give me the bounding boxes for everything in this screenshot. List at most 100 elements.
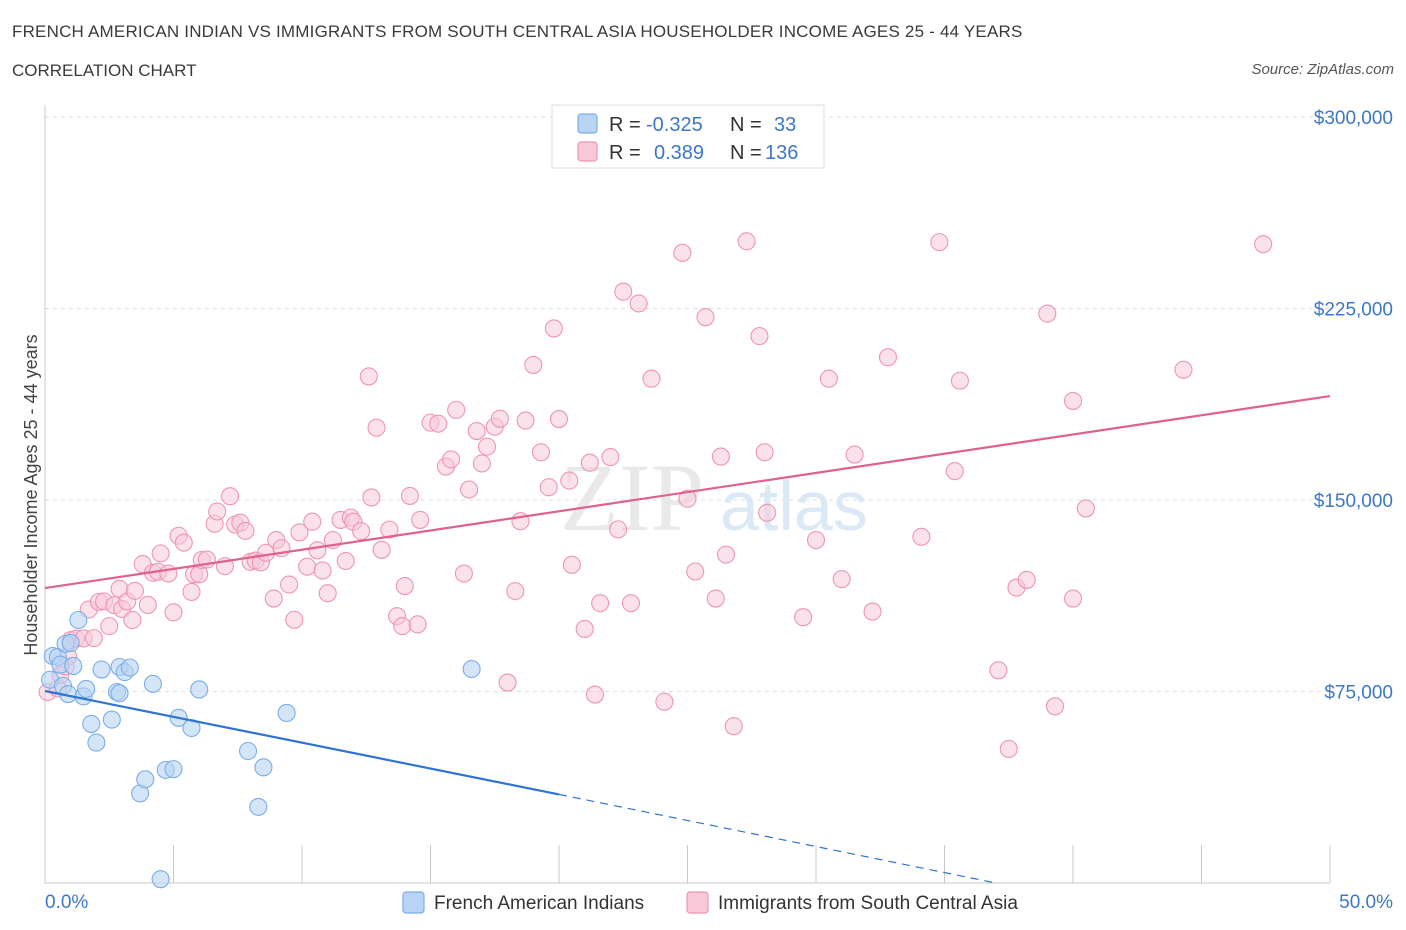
pink-point-47 — [280, 575, 299, 594]
chart-title: FRENCH AMERICAN INDIAN VS IMMIGRANTS FRO… — [12, 22, 1023, 41]
pink-point-50 — [298, 557, 317, 576]
legend-n-value-2: 136 — [765, 142, 798, 164]
pink-point-17 — [123, 610, 142, 630]
legend-n-label-2: N = — [730, 142, 762, 164]
pink-point-60 — [352, 522, 371, 541]
series-legend: French American Indians Immigrants from … — [402, 891, 1018, 914]
pink-point-107 — [678, 489, 697, 508]
pink-point-71 — [411, 510, 430, 529]
pink-point-110 — [706, 589, 725, 608]
source-credit: Source: ZipAtlas.com — [1251, 61, 1394, 78]
pink-point-77 — [454, 564, 473, 583]
pink-trend-line — [44, 394, 1331, 590]
pink-point-106 — [673, 243, 692, 262]
y-tick-labels: $75,000 $150,000 $225,000 $300,000 — [1314, 108, 1393, 704]
pink-point-98 — [591, 594, 610, 613]
pink-point-109 — [696, 308, 715, 327]
pink-point-68 — [395, 576, 414, 596]
pink-point-135 — [1063, 589, 1083, 608]
pink-point-52 — [308, 541, 327, 560]
pink-point-80 — [472, 454, 491, 473]
legend-r-label-1: R = — [609, 114, 641, 136]
blue-point-7 — [61, 633, 80, 653]
gridlines — [45, 116, 1330, 692]
pink-point-27 — [174, 533, 193, 552]
legend-r-value-2: 0.389 — [654, 142, 704, 164]
legend-n-value-1: 33 — [774, 114, 796, 136]
pink-point-93 — [560, 471, 579, 490]
watermark-atlas: atlas — [720, 467, 868, 545]
pink-point-67 — [393, 617, 412, 636]
pink-point-127 — [945, 462, 964, 481]
pink-point-136 — [1063, 391, 1083, 410]
pink-point-91 — [544, 319, 563, 338]
pink-point-124 — [878, 348, 898, 367]
pink-point-112 — [716, 545, 736, 564]
pink-point-101 — [614, 282, 633, 301]
pink-point-84 — [498, 673, 517, 692]
pink-point-49 — [290, 523, 309, 542]
pink-point-105 — [655, 692, 674, 711]
bottom-legend-swatch-blue — [402, 891, 425, 914]
pink-point-114 — [737, 232, 756, 251]
blue-point-14 — [92, 660, 111, 679]
pink-point-132 — [1017, 570, 1036, 589]
pink-point-117 — [758, 503, 777, 522]
bottom-legend-swatch-pink — [686, 891, 709, 914]
pink-point-103 — [629, 294, 648, 313]
pink-point-102 — [621, 594, 641, 613]
blue-point-31 — [249, 797, 268, 816]
blue-point-17 — [110, 684, 129, 703]
pink-point-9 — [84, 629, 103, 648]
legend-swatch-pink — [577, 141, 598, 162]
pink-point-88 — [524, 355, 543, 374]
blue-point-30 — [238, 741, 258, 761]
pink-point-75 — [442, 450, 461, 469]
pink-point-90 — [539, 478, 558, 497]
blue-point-12 — [82, 714, 101, 733]
pink-point-120 — [819, 369, 838, 388]
blue-trend-line — [44, 689, 560, 796]
pink-point-125 — [912, 527, 931, 546]
blue-series-points — [41, 610, 481, 889]
x-tick-labels: 0.0% 50.0% — [45, 892, 1393, 913]
pink-point-61 — [359, 367, 378, 386]
pink-point-122 — [845, 445, 864, 464]
x-tick-label-0: 0.0% — [45, 892, 88, 913]
pink-point-73 — [429, 414, 448, 433]
blue-point-13 — [87, 733, 106, 752]
blue-trend-extension — [558, 793, 997, 884]
pink-point-100 — [609, 520, 628, 539]
blue-point-8 — [64, 656, 83, 676]
bottom-legend-label-pink: Immigrants from South Central Asia — [718, 893, 1018, 914]
y-tick-label-1: $150,000 — [1314, 491, 1393, 512]
pink-point-76 — [447, 400, 466, 419]
pink-point-115 — [750, 327, 769, 346]
pink-point-130 — [999, 739, 1018, 759]
pink-point-129 — [989, 661, 1008, 680]
pink-point-53 — [313, 561, 332, 580]
pink-point-99 — [601, 448, 620, 467]
pink-point-104 — [642, 369, 661, 388]
pink-point-97 — [585, 685, 605, 704]
y-axis-title: Householder Income Ages 25 - 44 years — [21, 334, 41, 655]
pink-point-113 — [724, 717, 743, 736]
pink-point-89 — [531, 443, 551, 462]
pink-point-64 — [372, 540, 391, 559]
pink-point-92 — [549, 410, 569, 429]
pink-point-54 — [318, 584, 337, 603]
blue-point-26 — [164, 760, 183, 779]
pink-point-121 — [832, 570, 851, 589]
y-tick-label-0: $75,000 — [1324, 683, 1393, 704]
x-tick-label-1: 50.0% — [1339, 892, 1393, 913]
legend-n-label-1: N = — [730, 114, 762, 136]
pink-point-48 — [285, 610, 304, 629]
pink-point-133 — [1038, 304, 1057, 323]
pink-point-85 — [506, 582, 525, 601]
pink-point-63 — [367, 418, 386, 437]
pink-point-87 — [516, 411, 535, 430]
trend-lines — [44, 394, 1331, 884]
pink-point-96 — [580, 453, 599, 472]
pink-point-51 — [303, 512, 322, 531]
